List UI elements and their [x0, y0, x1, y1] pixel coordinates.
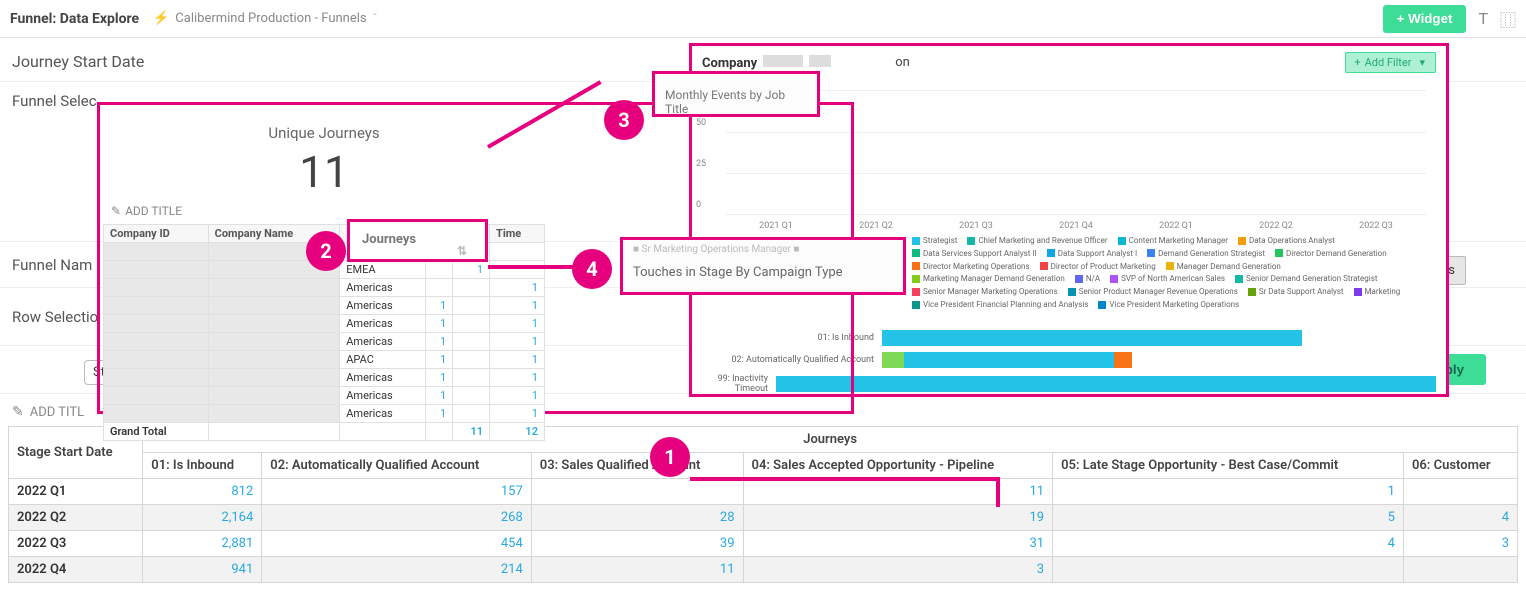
col-header[interactable]: 02: Automatically Qualified Account	[262, 453, 532, 479]
annotation-badge-2: 2	[306, 231, 346, 271]
legend-fragment: ■ Sr Marketing Operations Manager ■	[623, 240, 903, 259]
unique-journeys-label: Unique Journeys	[103, 108, 545, 146]
pencil-icon: ✎	[12, 404, 24, 420]
cell-value[interactable]: 39	[531, 531, 743, 557]
topbar: Funnel: Data Explore ⚡ Calibermind Produ…	[0, 0, 1526, 38]
layout-icon[interactable]: ⿲	[1500, 7, 1516, 31]
company-label: Company	[702, 55, 831, 71]
add-title-label: ADD TITL	[30, 405, 84, 420]
connector-1	[690, 477, 1000, 481]
cell-value[interactable]	[531, 479, 743, 505]
col-header[interactable]: 03: Sales Qualified Account	[531, 453, 743, 479]
row-selection-label: Row Selectio	[12, 308, 98, 326]
annotation-badge-3: 3	[604, 100, 644, 140]
journeys-table: Stage Start Date Journeys 01: Is Inbound…	[8, 426, 1518, 583]
text-tool-icon[interactable]: T	[1478, 9, 1488, 28]
touches-title: Touches in Stage By Campaign Type	[623, 259, 903, 286]
filter-icon[interactable]: ⇅	[445, 234, 479, 268]
annotation-badge-4: 4	[572, 249, 612, 289]
cell-value[interactable]: 812	[143, 479, 262, 505]
funnel-name-label: Funnel Nam	[12, 256, 92, 274]
cell-value[interactable]: 11	[531, 557, 743, 583]
col-header[interactable]: 01: Is Inbound	[143, 453, 262, 479]
cell-value[interactable]: 941	[143, 557, 262, 583]
annotation-badge-1: 1	[650, 437, 690, 477]
cell-value[interactable]: 31	[743, 531, 1053, 557]
bolt-icon: ⚡	[153, 11, 169, 26]
cell-value[interactable]: 2,164	[143, 505, 262, 531]
cell-value[interactable]	[1403, 479, 1517, 505]
page-title: Funnel: Data Explore	[10, 11, 139, 27]
col-header[interactable]: 04: Sales Accepted Opportunity - Pipelin…	[743, 453, 1053, 479]
cell-value[interactable]: 28	[531, 505, 743, 531]
col-header[interactable]: 06: Customer	[1403, 453, 1517, 479]
cell-value[interactable]: 4	[1053, 531, 1404, 557]
cell-value[interactable]: 3	[743, 557, 1053, 583]
cell-value[interactable]: 11	[743, 479, 1053, 505]
cell-value[interactable]	[1053, 557, 1404, 583]
monthly-events-title-callout: Monthly Events by Job Title	[652, 71, 820, 117]
unique-journeys-value: 11	[103, 146, 545, 198]
cell-value[interactable]: 4	[1403, 505, 1517, 531]
cell-value[interactable]: 454	[262, 531, 532, 557]
on-suffix: on	[895, 55, 910, 70]
cell-value[interactable]: 1	[1053, 479, 1404, 505]
row-label: 2022 Q3	[9, 531, 143, 557]
chevron-down-icon: ˇ	[373, 12, 378, 25]
add-filter-button[interactable]: + Add Filter▾	[1345, 52, 1436, 73]
cell-value[interactable]: 268	[262, 505, 532, 531]
breadcrumb-label: Calibermind Production - Funnels	[175, 11, 366, 26]
row-label: 2022 Q2	[9, 505, 143, 531]
row-label: 2022 Q4	[9, 557, 143, 583]
cell-value[interactable]: 157	[262, 479, 532, 505]
pencil-icon: ✎	[111, 204, 121, 218]
touches-title-callout: ■ Sr Marketing Operations Manager ■ Touc…	[620, 237, 906, 295]
journeys-header-callout: Journeys ⇅	[347, 219, 488, 262]
row-label: 2022 Q1	[9, 479, 143, 505]
cell-value[interactable]: 214	[262, 557, 532, 583]
breadcrumb[interactable]: ⚡ Calibermind Production - Funnels ˇ	[153, 11, 377, 26]
cell-value[interactable]: 19	[743, 505, 1053, 531]
cell-value[interactable]: 3	[1403, 531, 1517, 557]
col-header[interactable]: 05: Late Stage Opportunity - Best Case/C…	[1053, 453, 1404, 479]
cell-value[interactable]	[1403, 557, 1517, 583]
cell-value[interactable]: 2,881	[143, 531, 262, 557]
add-widget-button[interactable]: + Widget	[1383, 5, 1467, 33]
funnel-selection-label: Funnel Selec	[12, 92, 97, 110]
caret-down-icon: ▾	[1419, 56, 1425, 69]
monthly-events-title: Monthly Events by Job Title	[655, 74, 817, 130]
connector-1v	[996, 477, 1000, 507]
cell-value[interactable]: 5	[1053, 505, 1404, 531]
